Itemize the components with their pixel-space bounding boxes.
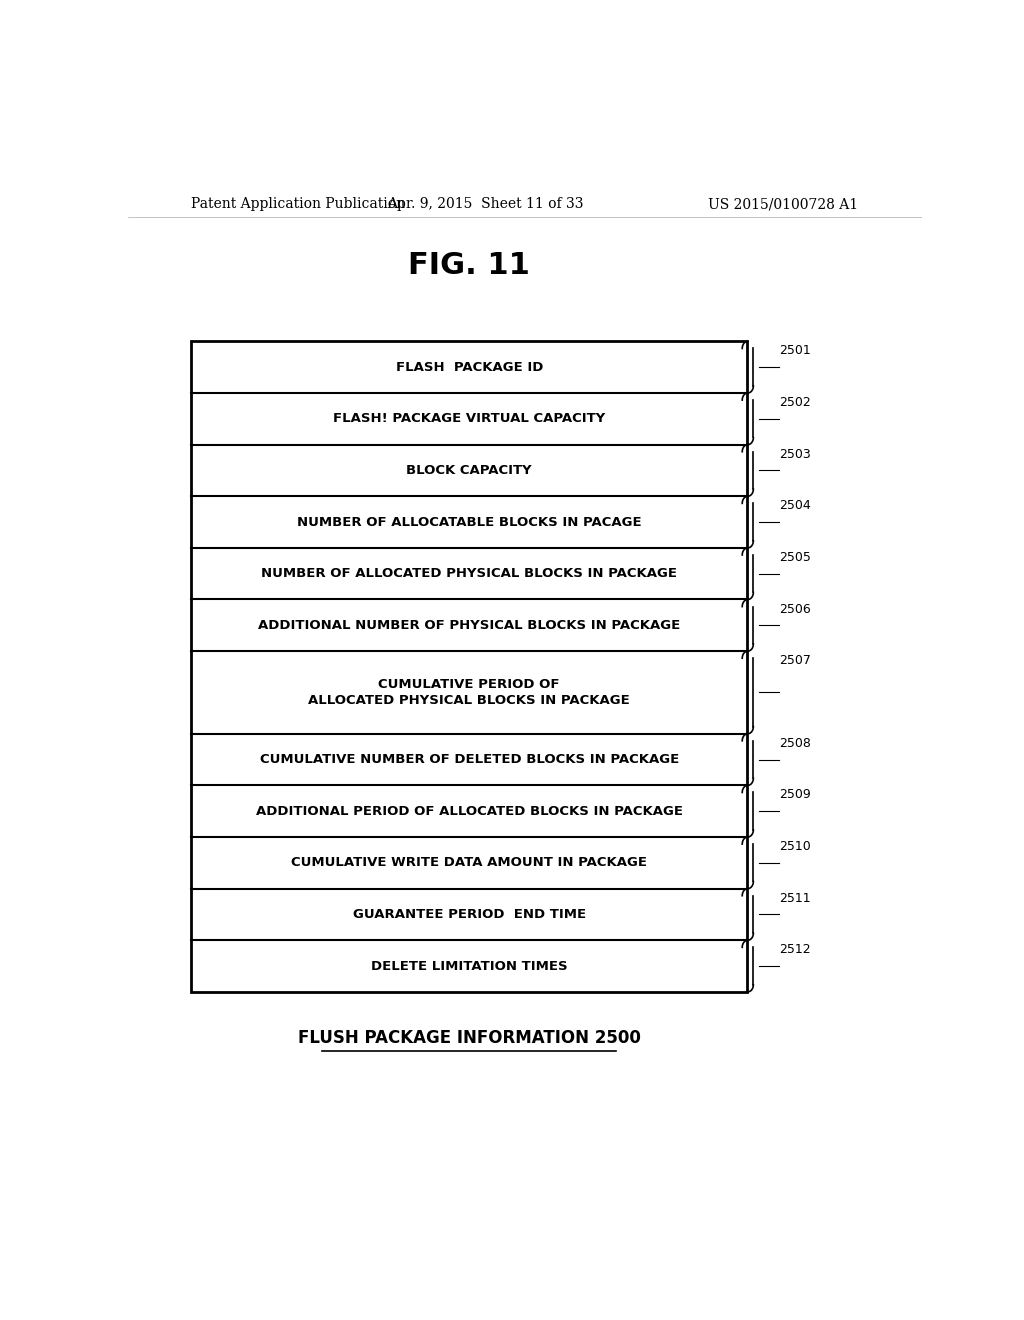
Text: CUMULATIVE NUMBER OF DELETED BLOCKS IN PACKAGE: CUMULATIVE NUMBER OF DELETED BLOCKS IN P…	[260, 752, 679, 766]
Text: NUMBER OF ALLOCATED PHYSICAL BLOCKS IN PACKAGE: NUMBER OF ALLOCATED PHYSICAL BLOCKS IN P…	[261, 568, 677, 581]
Text: Patent Application Publication: Patent Application Publication	[191, 197, 406, 211]
Text: 2508: 2508	[779, 737, 811, 750]
Text: DELETE LIMITATION TIMES: DELETE LIMITATION TIMES	[371, 960, 567, 973]
Text: 2509: 2509	[779, 788, 811, 801]
Text: FIG. 11: FIG. 11	[409, 251, 530, 280]
Text: 2502: 2502	[779, 396, 811, 409]
Text: 2505: 2505	[779, 550, 811, 564]
Text: 2506: 2506	[779, 602, 811, 615]
Text: ADDITIONAL NUMBER OF PHYSICAL BLOCKS IN PACKAGE: ADDITIONAL NUMBER OF PHYSICAL BLOCKS IN …	[258, 619, 680, 632]
Text: 2512: 2512	[779, 944, 811, 956]
Text: 2510: 2510	[779, 840, 811, 853]
Text: US 2015/0100728 A1: US 2015/0100728 A1	[708, 197, 858, 211]
Bar	[191, 342, 748, 991]
Text: FLUSH PACKAGE INFORMATION 2500: FLUSH PACKAGE INFORMATION 2500	[298, 1028, 641, 1047]
Text: FLASH! PACKAGE VIRTUAL CAPACITY: FLASH! PACKAGE VIRTUAL CAPACITY	[333, 412, 605, 425]
Text: FLASH  PACKAGE ID: FLASH PACKAGE ID	[395, 360, 543, 374]
Text: 2501: 2501	[779, 345, 811, 358]
Text: 2511: 2511	[779, 891, 811, 904]
Text: Apr. 9, 2015  Sheet 11 of 33: Apr. 9, 2015 Sheet 11 of 33	[387, 197, 584, 211]
Text: CUMULATIVE PERIOD OF
ALLOCATED PHYSICAL BLOCKS IN PACKAGE: CUMULATIVE PERIOD OF ALLOCATED PHYSICAL …	[308, 678, 630, 708]
Text: 2503: 2503	[779, 447, 811, 461]
Text: CUMULATIVE WRITE DATA AMOUNT IN PACKAGE: CUMULATIVE WRITE DATA AMOUNT IN PACKAGE	[291, 857, 647, 870]
Text: 2507: 2507	[779, 655, 811, 667]
Text: GUARANTEE PERIOD  END TIME: GUARANTEE PERIOD END TIME	[352, 908, 586, 921]
Text: ADDITIONAL PERIOD OF ALLOCATED BLOCKS IN PACKAGE: ADDITIONAL PERIOD OF ALLOCATED BLOCKS IN…	[256, 805, 683, 817]
Text: NUMBER OF ALLOCATABLE BLOCKS IN PACAGE: NUMBER OF ALLOCATABLE BLOCKS IN PACAGE	[297, 516, 642, 528]
Text: BLOCK CAPACITY: BLOCK CAPACITY	[407, 463, 532, 477]
Text: 2504: 2504	[779, 499, 811, 512]
